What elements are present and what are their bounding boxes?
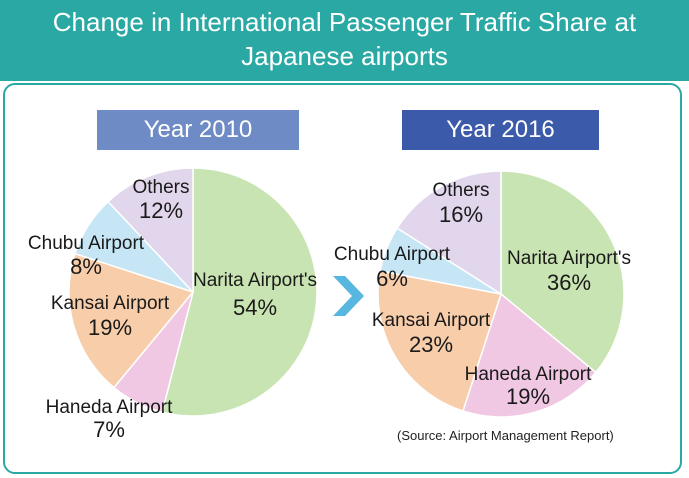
slice-value-kansai-airport-2016: 23%: [409, 332, 453, 357]
pie-slice-narita-airport-s-2010: [161, 167, 318, 417]
slice-value-kansai-airport-2010: 19%: [88, 315, 132, 340]
slice-value-chubu-airport-2010: 8%: [70, 254, 102, 279]
slice-label-kansai-airport-2010: Kansai Airport: [51, 293, 170, 314]
slice-value-others-2016: 16%: [439, 202, 483, 227]
slice-label-others-2016: Others: [432, 180, 489, 201]
slice-label-narita-airport-s-2010: Narita Airport's: [193, 270, 317, 291]
slice-value-haneda-airport-2010: 7%: [93, 417, 125, 442]
pie-slice-kansai-airport-2010: [68, 252, 195, 389]
pie-slice-others-2016: [396, 170, 502, 296]
year-2016-label: Year 2016: [402, 110, 599, 150]
slice-value-narita-airport-s-2016: 36%: [547, 270, 591, 295]
pie-slice-haneda-airport-2016: [462, 292, 597, 418]
slice-value-chubu-airport-2016: 6%: [376, 266, 408, 291]
pie-slice-others-2010: [107, 167, 194, 294]
slice-label-haneda-airport-2010: Haneda Airport: [46, 397, 173, 418]
slice-label-chubu-airport-2016: Chubu Airport: [334, 244, 451, 265]
slice-label-others-2010: Others: [132, 177, 189, 198]
pie-slice-narita-airport-s-2016: [500, 170, 625, 374]
pie-slice-kansai-airport-2016: [377, 270, 502, 412]
slice-value-narita-airport-s-2010: 54%: [233, 295, 277, 320]
slice-label-kansai-airport-2016: Kansai Airport: [372, 310, 491, 331]
slice-label-haneda-airport-2016: Haneda Airport: [465, 364, 592, 385]
slice-label-narita-airport-s-2016: Narita Airport's: [507, 248, 631, 269]
chart-title-line-2: Japanese airports: [241, 41, 448, 71]
chart-title-line-1: Change in International Passenger Traffi…: [52, 7, 637, 37]
source-note: (Source: Airport Management Report): [397, 428, 614, 443]
title-banner: Change in International Passenger Traffi…: [0, 0, 689, 81]
slice-label-chubu-airport-2010: Chubu Airport: [28, 233, 145, 254]
slice-value-haneda-airport-2016: 19%: [506, 384, 550, 409]
slice-value-others-2010: 12%: [139, 198, 183, 223]
year-2010-label: Year 2010: [97, 110, 299, 150]
arrow-right-icon: [333, 276, 364, 316]
